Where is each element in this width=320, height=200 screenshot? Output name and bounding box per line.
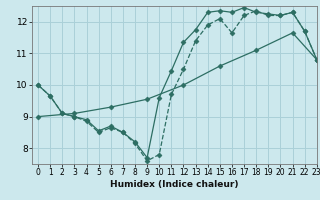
X-axis label: Humidex (Indice chaleur): Humidex (Indice chaleur)	[110, 180, 239, 189]
